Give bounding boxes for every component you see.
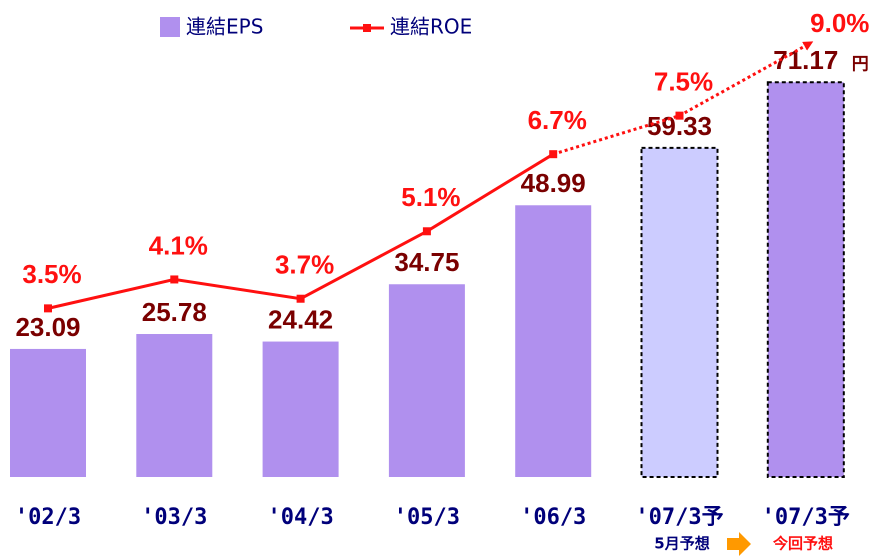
roe-line [47,152,554,310]
roe-marker [296,294,305,303]
roe-value-label: 9.0% [810,8,869,38]
bar [136,334,213,477]
annotation: 5月予想 [654,535,709,553]
bar-value-label: 24.42 [268,304,333,334]
x-tick-label: '03/3 [141,505,207,530]
legend-marker [363,24,371,32]
legend-swatch [160,17,180,37]
legend-label: 連結EPS [186,15,263,39]
roe-value-label: 3.5% [22,259,81,289]
legend-label: 連結ROE [390,15,472,39]
bar-value-label: 71.17 [773,45,838,75]
x-tick-label: '04/3 [267,505,333,530]
roe-marker [170,275,179,284]
x-tick-label: '06/3 [520,505,586,530]
roe-marker [675,111,684,120]
roe-marker [549,150,558,159]
x-tick-label: '07/3予 [762,505,850,530]
roe-value-label: 6.7% [528,105,587,135]
bar-value-label: 23.09 [15,312,80,342]
annotation: 今回予想 [772,535,833,553]
x-tick-label: '07/3予 [635,505,723,530]
bar-value-label: 34.75 [394,247,459,277]
bar [640,146,719,478]
roe-value-label: 4.1% [149,230,208,260]
arrow-icon [727,532,751,556]
roe-marker [44,304,52,313]
roe-marker [422,227,431,236]
x-tick-label: '05/3 [394,505,460,530]
bar [388,284,465,477]
roe-value-label: 3.7% [275,250,334,280]
bar [262,341,339,477]
roe-value-label: 7.5% [654,67,713,97]
bar-value-label: 48.99 [521,168,586,198]
x-tick-label: '02/3 [15,505,81,530]
bar-value-label: 25.78 [142,297,207,327]
bar [766,81,845,479]
bar [515,205,592,477]
bar [10,348,86,477]
roe-value-label: 5.1% [401,182,460,212]
unit-label: 円 [852,54,869,74]
